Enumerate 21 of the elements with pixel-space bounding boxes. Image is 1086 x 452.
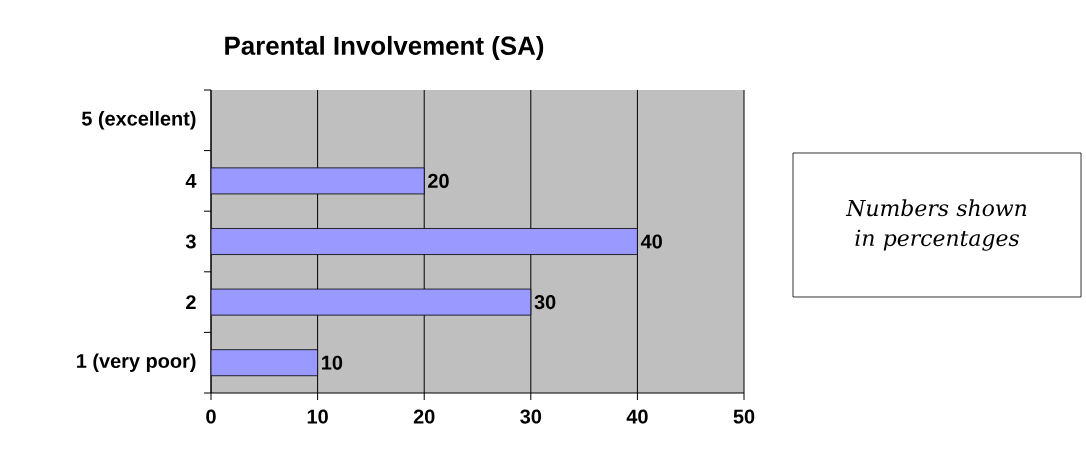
x-tick-label: 20 (413, 409, 435, 424)
x-tick-label: 30 (520, 409, 542, 424)
text: Numbers shown in percentages (845, 199, 1027, 251)
bar (211, 167, 425, 195)
data-label: 40 (640, 234, 662, 249)
bar (211, 288, 532, 316)
data-label: 20 (428, 173, 449, 188)
y-tick-label: 2 (186, 295, 196, 310)
bar (211, 349, 318, 377)
y-tick-label: 5 (excellent) (81, 111, 196, 130)
x-tick-label: 40 (626, 409, 648, 424)
y-tick-label: 3 (185, 234, 196, 249)
bar (211, 228, 638, 255)
data-label: 30 (534, 295, 556, 310)
y-tick-label: 4 (185, 174, 197, 188)
data-label: 10 (322, 355, 343, 370)
x-tick-label: 0 (206, 409, 216, 424)
x-tick-label: 10 (307, 409, 328, 424)
x-tick-label: 50 (733, 409, 755, 424)
chart-title: Parental Involvement (SA) (225, 35, 544, 61)
y-tick-label: 1 (very poor) (77, 353, 196, 372)
